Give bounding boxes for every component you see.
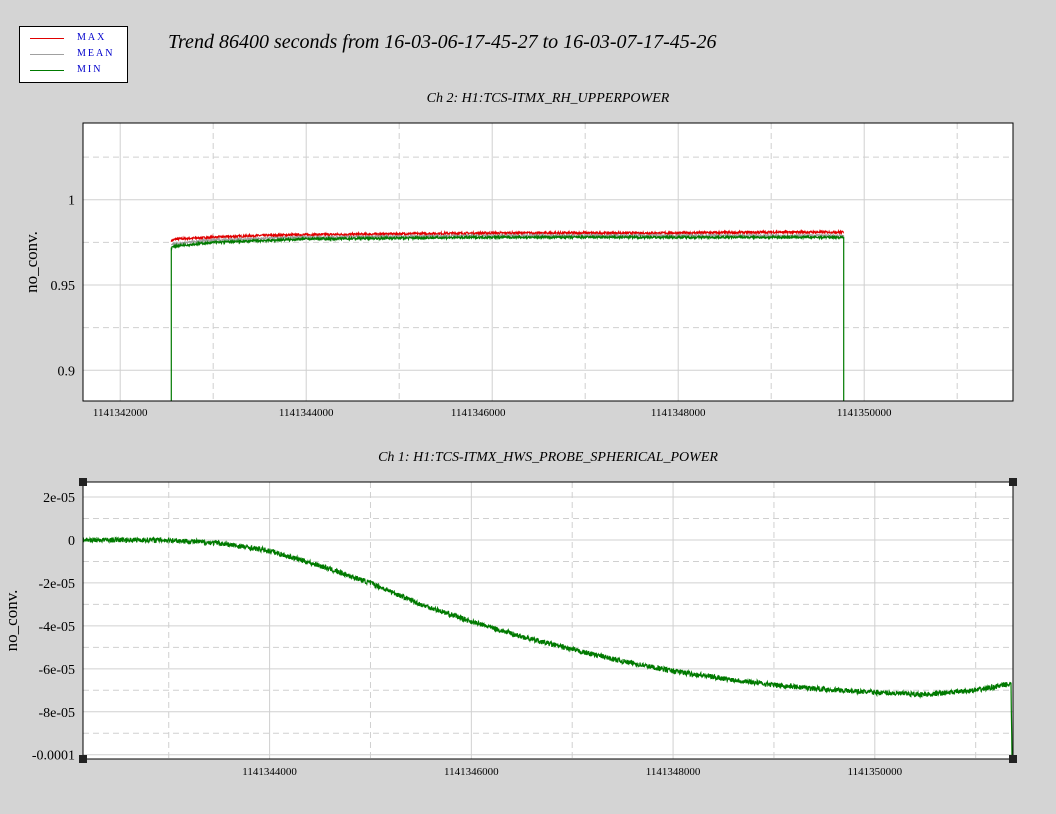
chart-title-ch1: Ch 1: H1:TCS-ITMX_HWS_PROBE_SPHERICAL_PO… — [378, 450, 718, 465]
plot-frame — [82, 481, 1014, 760]
x-tick-label: 1141342000 — [93, 407, 148, 419]
series-group — [170, 228, 845, 401]
resize-handle — [1009, 755, 1017, 763]
series-group — [83, 536, 1013, 759]
grid — [83, 123, 1013, 401]
y-tick-label: 1 — [68, 194, 75, 209]
legend-swatch-max — [30, 38, 64, 39]
plot-background — [83, 482, 1013, 759]
y-tick-label: -8e-05 — [38, 706, 75, 721]
x-tick-label: 1141348000 — [646, 766, 701, 778]
legend-label-min: MIN — [77, 64, 103, 75]
legend-swatch-min — [30, 70, 64, 71]
x-tick-label: 1141346000 — [444, 766, 499, 778]
legend-item-max: MAX — [20, 32, 127, 46]
plot-frame — [82, 122, 1014, 402]
legend: MAX MEAN MIN — [19, 26, 128, 83]
x-tick-label: 1141344000 — [242, 766, 297, 778]
series-line-min — [83, 536, 1013, 759]
series-line-min — [170, 233, 845, 401]
chart-ch1: 1141344000 1141346000 1141348000 1141350000… — [2, 478, 1017, 778]
y-tick-label: 2e-05 — [43, 491, 75, 506]
y-tick-label: 0.9 — [58, 364, 76, 379]
x-tick-label: 1141344000 — [279, 407, 334, 419]
chart-title-ch2: Ch 2: H1:TCS-ITMX_RH_UPPERPOWER — [426, 91, 670, 106]
resize-handle — [1009, 478, 1017, 486]
series-line-max — [170, 228, 844, 242]
y-tick-label: 0 — [68, 534, 75, 549]
legend-label-mean: MEAN — [77, 48, 115, 59]
x-tick-label: 1141348000 — [651, 407, 706, 419]
y-tick-label: -0.0001 — [32, 749, 75, 764]
legend-swatch-mean — [30, 54, 64, 55]
x-tick-label: 1141350000 — [848, 766, 903, 778]
resize-handle — [79, 755, 87, 763]
plot-background — [83, 123, 1013, 401]
legend-label-max: MAX — [77, 32, 107, 43]
resize-handle — [79, 478, 87, 486]
y-tick-label: -2e-05 — [38, 577, 75, 592]
legend-item-min: MIN — [20, 64, 127, 78]
chart-ch2: 1141342000 1141344000 1141346000 1141348000… — [22, 122, 1014, 419]
y-tick-label: 0.95 — [51, 279, 76, 294]
legend-item-mean: MEAN — [20, 48, 127, 62]
y-tick-label: -6e-05 — [38, 663, 75, 678]
y-tick-label: -4e-05 — [38, 620, 75, 635]
x-tick-label: 1141346000 — [451, 407, 506, 419]
y-axis-label: no_conv. — [22, 231, 41, 293]
y-axis-label: no_conv. — [2, 590, 21, 652]
page-title: Trend 86400 seconds from 16-03-06-17-45-… — [168, 31, 717, 53]
x-tick-label: 1141350000 — [837, 407, 892, 419]
